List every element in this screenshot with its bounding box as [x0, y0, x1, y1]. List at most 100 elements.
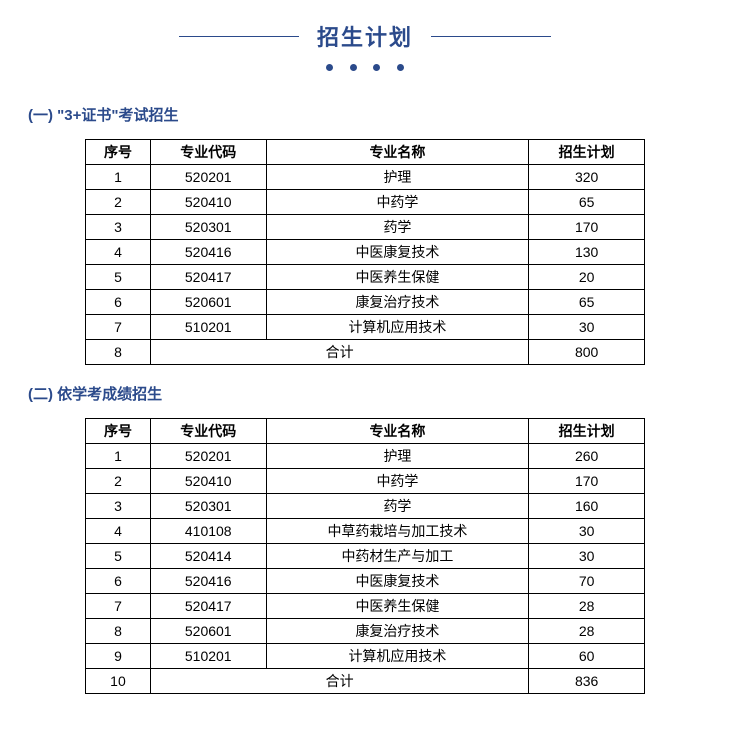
table-cell: 计算机应用技术: [266, 644, 529, 669]
dot-icon: [326, 64, 333, 71]
table-cell: 2: [86, 469, 151, 494]
table-cell: 1: [86, 165, 151, 190]
table-row: 4410108中草药栽培与加工技术30: [86, 519, 645, 544]
table-cell: 520416: [150, 240, 266, 265]
table-cell: 20: [529, 265, 645, 290]
enrollment-table: 序号专业代码专业名称招生计划1520201护理3202520410中药学6535…: [85, 139, 645, 365]
table-cell: 520301: [150, 215, 266, 240]
table-row: 7520417中医养生保健28: [86, 594, 645, 619]
table-cell: 6: [86, 290, 151, 315]
table-row: 8520601康复治疗技术28: [86, 619, 645, 644]
table-total-row: 10合计836: [86, 669, 645, 694]
table-cell: 320: [529, 165, 645, 190]
table-cell: 中医养生保健: [266, 594, 529, 619]
table-row: 1520201护理320: [86, 165, 645, 190]
table-cell: 520417: [150, 594, 266, 619]
title-dots: [0, 58, 730, 76]
dot-icon: [397, 64, 404, 71]
page-container: 招生计划 (一) "3+证书"考试招生序号专业代码专业名称招生计划1520201…: [0, 0, 730, 734]
table-cell: 计算机应用技术: [266, 315, 529, 340]
table-cell: 520417: [150, 265, 266, 290]
table-cell: 5: [86, 544, 151, 569]
table-total-label: 合计: [150, 340, 528, 365]
table-header-cell: 招生计划: [529, 419, 645, 444]
table-cell: 65: [529, 190, 645, 215]
table-header-cell: 专业代码: [150, 140, 266, 165]
table-cell: 中医养生保健: [266, 265, 529, 290]
table-cell: 中药学: [266, 190, 529, 215]
table-header-cell: 序号: [86, 419, 151, 444]
table-cell: 2: [86, 190, 151, 215]
table-cell: 28: [529, 594, 645, 619]
table-row: 9510201计算机应用技术60: [86, 644, 645, 669]
table-cell: 520416: [150, 569, 266, 594]
table-cell: 520414: [150, 544, 266, 569]
table-cell: 520301: [150, 494, 266, 519]
table-cell: 510201: [150, 315, 266, 340]
table-cell: 160: [529, 494, 645, 519]
table-cell: 28: [529, 619, 645, 644]
table-cell: 170: [529, 469, 645, 494]
table-row: 5520414中药材生产与加工30: [86, 544, 645, 569]
table-cell: 8: [86, 340, 151, 365]
table-cell: 中药材生产与加工: [266, 544, 529, 569]
section-heading: (一) "3+证书"考试招生: [28, 104, 730, 125]
table-row: 7510201计算机应用技术30: [86, 315, 645, 340]
table-cell: 药学: [266, 494, 529, 519]
table-row: 4520416中医康复技术130: [86, 240, 645, 265]
table-cell: 30: [529, 315, 645, 340]
enrollment-table: 序号专业代码专业名称招生计划1520201护理2602520410中药学1703…: [85, 418, 645, 694]
title-rule-right: [431, 36, 551, 37]
table-cell: 170: [529, 215, 645, 240]
table-cell: 4: [86, 240, 151, 265]
page-title: 招生计划: [317, 20, 413, 52]
table-cell: 520410: [150, 190, 266, 215]
table-cell: 520601: [150, 619, 266, 644]
table-cell: 7: [86, 594, 151, 619]
table-total-value: 836: [529, 669, 645, 694]
table-cell: 6: [86, 569, 151, 594]
table-cell: 康复治疗技术: [266, 619, 529, 644]
table-total-value: 800: [529, 340, 645, 365]
table-cell: 260: [529, 444, 645, 469]
table-row: 5520417中医养生保健20: [86, 265, 645, 290]
table-header-cell: 招生计划: [529, 140, 645, 165]
table-cell: 中草药栽培与加工技术: [266, 519, 529, 544]
table-row: 2520410中药学170: [86, 469, 645, 494]
table-row: 6520416中医康复技术70: [86, 569, 645, 594]
table-cell: 65: [529, 290, 645, 315]
table-cell: 中药学: [266, 469, 529, 494]
table-cell: 520201: [150, 165, 266, 190]
table-cell: 3: [86, 494, 151, 519]
title-line: 招生计划: [0, 20, 730, 52]
table-row: 3520301药学170: [86, 215, 645, 240]
table-total-label: 合计: [150, 669, 528, 694]
section-heading: (二) 依学考成绩招生: [28, 383, 730, 404]
table-cell: 中医康复技术: [266, 240, 529, 265]
table-row: 2520410中药学65: [86, 190, 645, 215]
table-total-row: 8合计800: [86, 340, 645, 365]
table-header-cell: 专业名称: [266, 140, 529, 165]
table-header-cell: 专业名称: [266, 419, 529, 444]
table-cell: 70: [529, 569, 645, 594]
table-cell: 410108: [150, 519, 266, 544]
table-cell: 4: [86, 519, 151, 544]
table-cell: 1: [86, 444, 151, 469]
table-row: 3520301药学160: [86, 494, 645, 519]
table-cell: 10: [86, 669, 151, 694]
table-header-cell: 专业代码: [150, 419, 266, 444]
table-cell: 520201: [150, 444, 266, 469]
title-block: 招生计划: [0, 20, 730, 76]
table-cell: 60: [529, 644, 645, 669]
table-cell: 3: [86, 215, 151, 240]
table-cell: 30: [529, 519, 645, 544]
table-header-cell: 序号: [86, 140, 151, 165]
table-cell: 中医康复技术: [266, 569, 529, 594]
dot-icon: [373, 64, 380, 71]
table-cell: 7: [86, 315, 151, 340]
table-row: 6520601康复治疗技术65: [86, 290, 645, 315]
table-row: 1520201护理260: [86, 444, 645, 469]
table-cell: 520410: [150, 469, 266, 494]
table-cell: 护理: [266, 165, 529, 190]
dot-icon: [350, 64, 357, 71]
